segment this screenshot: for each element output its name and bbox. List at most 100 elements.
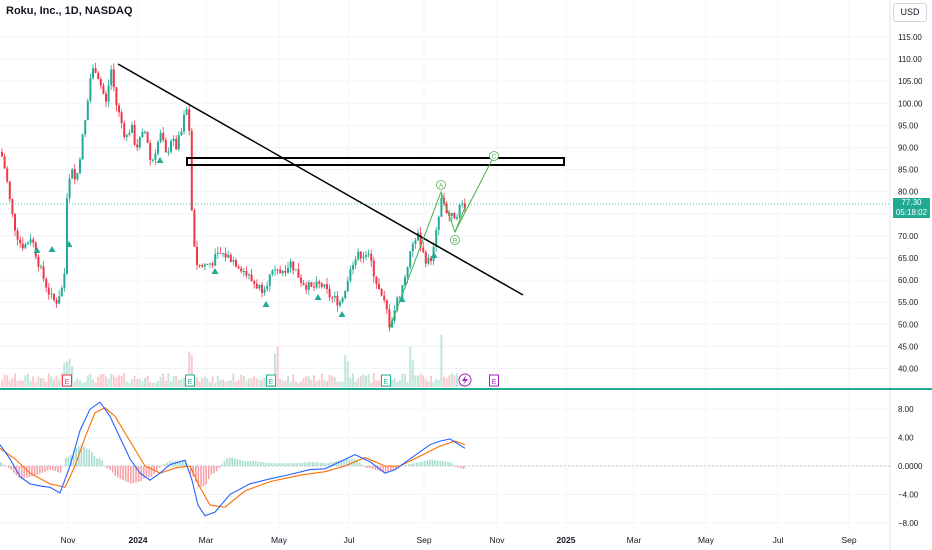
macd-histogram-bar [405, 464, 408, 466]
macd-histogram-bar [104, 465, 106, 467]
earnings-marker[interactable]: E [266, 374, 276, 387]
macd-histogram-bar [322, 462, 324, 466]
x-tick-label: Mar [199, 535, 214, 545]
volume-bar [27, 373, 29, 387]
macd-histogram-bar [62, 465, 64, 467]
drawings[interactable] [117, 63, 565, 331]
macd-histogram-bar [280, 463, 283, 466]
candle-body [370, 253, 373, 261]
candle-body [14, 213, 16, 231]
candle-body [268, 274, 271, 286]
candle-body [227, 254, 230, 258]
macd-histogram-bar [26, 466, 28, 478]
earnings-marker[interactable]: E [185, 374, 195, 387]
macd-histogram-bar [462, 466, 465, 469]
earnings-box [381, 374, 391, 387]
macd-histogram-bar [197, 466, 200, 488]
volume-bar [29, 380, 32, 387]
macd-histogram-bar [205, 466, 207, 485]
macd-histogram-bar [301, 462, 304, 466]
candle-body [123, 123, 126, 138]
candle-body [456, 217, 458, 219]
currency-button[interactable]: USD [893, 3, 927, 22]
candle-body [302, 282, 305, 286]
macd-histogram-bar [413, 463, 415, 466]
macd-histogram-bar [106, 466, 109, 469]
volume-bar [367, 374, 370, 387]
macd-histogram-bar [158, 466, 161, 468]
volume-bar [378, 380, 380, 387]
candle-body [136, 144, 139, 148]
candle-body [164, 139, 167, 153]
candle-body [422, 247, 425, 253]
candle-body [203, 264, 206, 267]
candle-body [398, 297, 401, 299]
volume-bar [443, 376, 445, 387]
earnings-marker[interactable]: E [489, 374, 499, 387]
volume-bar [427, 381, 430, 387]
macd-histogram-bar [49, 466, 51, 470]
macd-histogram-bar [57, 466, 59, 472]
candle-body [193, 210, 196, 247]
wave-label-text: C [492, 154, 497, 161]
macd-histogram-bar [403, 465, 405, 466]
volume-bar [305, 376, 308, 387]
candle-body [6, 168, 9, 182]
candle-body [313, 286, 315, 288]
macd-histogram-bar [192, 466, 194, 477]
candle-body [357, 251, 360, 260]
candle-body [336, 295, 339, 306]
macd-histogram-bar [416, 462, 418, 466]
macd-histogram-bar [382, 466, 384, 473]
volume-bar [19, 380, 22, 387]
earnings-marker[interactable]: E [62, 374, 72, 387]
volume-bar [300, 381, 302, 387]
candle-body [180, 131, 183, 136]
candle-body [214, 253, 217, 266]
volume-bar [222, 379, 224, 387]
volume-bar [8, 380, 11, 387]
candle-body [401, 285, 404, 298]
volume-bar [229, 380, 232, 387]
candle-body [151, 159, 154, 161]
buy-signal-icon [314, 294, 322, 300]
macd-histogram-bar [418, 462, 421, 466]
candle-body [404, 277, 406, 286]
candle-body [245, 270, 248, 276]
volume-bar [398, 380, 401, 387]
earnings-marker[interactable]: E [381, 374, 391, 387]
volume-bar [224, 381, 227, 387]
macd-histogram-bar [447, 461, 449, 466]
macd-histogram-bar [330, 462, 332, 466]
macd-histogram-bar [296, 462, 298, 466]
volume-bar [432, 381, 435, 387]
y-tick-label: 85.00 [898, 166, 919, 175]
macd-histogram-bar [241, 460, 244, 466]
resistance-box[interactable] [186, 157, 565, 166]
volume-bar [47, 373, 50, 387]
candle-body [63, 273, 66, 289]
volume-bar [206, 378, 209, 387]
candle-body [232, 260, 235, 262]
candle-body [71, 169, 74, 179]
lightning-icon[interactable] [458, 373, 472, 387]
volume-bar [16, 381, 19, 387]
candle-body [138, 137, 141, 148]
candle-body [107, 85, 110, 102]
macd-histogram-bar [166, 462, 168, 466]
candle-body [206, 264, 209, 266]
volume-bar [76, 378, 79, 387]
candle-body [157, 141, 159, 154]
elliott-wave-path[interactable] [388, 155, 495, 331]
candle-body [1, 151, 3, 157]
volume-bar [424, 379, 427, 387]
candle-body [424, 252, 427, 264]
volume-bar [362, 374, 365, 387]
candle-body [375, 276, 378, 285]
macd-histogram-bar [421, 461, 423, 466]
volume-bar [201, 377, 204, 387]
descending-trendline[interactable] [117, 63, 524, 296]
candle-body [440, 197, 443, 217]
